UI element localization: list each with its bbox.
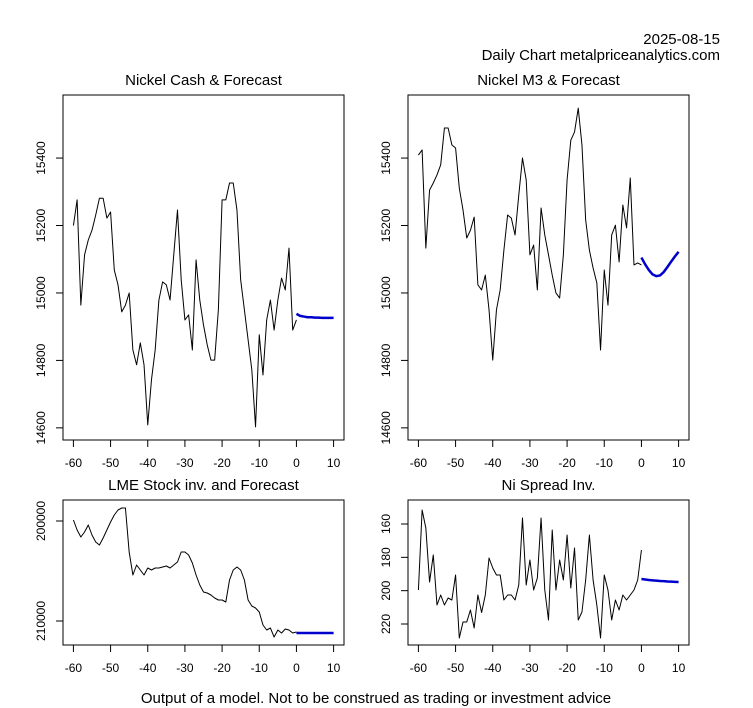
x-tick-label: -40 xyxy=(139,661,157,675)
series-line xyxy=(418,107,642,361)
x-tick-label: 10 xyxy=(327,661,341,675)
panel-title: LME Stock inv. and Forecast xyxy=(108,477,299,494)
x-tick-label: 10 xyxy=(672,661,686,675)
series-line xyxy=(641,577,679,584)
x-tick-label: -50 xyxy=(447,456,465,470)
x-tick-label: -30 xyxy=(176,456,194,470)
plot-box xyxy=(62,499,345,646)
x-tick-label: -60 xyxy=(65,456,83,470)
x-tick-label: -10 xyxy=(596,456,614,470)
x-tick-label: 0 xyxy=(293,661,300,675)
y-tick-label: 15000 xyxy=(379,276,393,310)
y-tick-label: 14600 xyxy=(379,411,393,445)
y-tick-label: 14600 xyxy=(34,411,48,445)
series-line xyxy=(417,509,642,639)
y-tick-label: 14800 xyxy=(34,343,48,377)
x-tick-label: -20 xyxy=(213,456,231,470)
x-tick-label: -10 xyxy=(251,661,269,675)
x-tick-label: -40 xyxy=(484,456,502,470)
y-tick-label: 15200 xyxy=(34,209,48,243)
y-tick-label: 15000 xyxy=(34,276,48,310)
x-tick-label: 0 xyxy=(638,661,645,675)
y-tick-label: 180 xyxy=(379,547,393,567)
x-tick-label: 0 xyxy=(293,456,300,470)
x-tick-label: -20 xyxy=(558,456,576,470)
x-tick-label: -30 xyxy=(521,456,539,470)
series-line xyxy=(72,182,297,428)
series-line xyxy=(640,251,680,278)
y-tick-label: 200 xyxy=(379,580,393,600)
y-tick-label: 220 xyxy=(379,614,393,634)
x-tick-label: -50 xyxy=(102,661,120,675)
y-tick-label: 200000 xyxy=(34,501,48,541)
x-tick-label: 10 xyxy=(672,456,686,470)
y-tick-label: 160 xyxy=(379,514,393,534)
y-tick-label: 15400 xyxy=(34,141,48,175)
panel-title: Nickel Cash & Forecast xyxy=(125,72,283,89)
y-tick-label: 14800 xyxy=(379,343,393,377)
x-tick-label: -60 xyxy=(410,456,428,470)
series-line xyxy=(295,312,334,320)
footer: Output of a model. Not to be construed a… xyxy=(141,690,611,707)
x-tick-label: -20 xyxy=(558,661,576,675)
x-tick-label: -40 xyxy=(139,456,157,470)
plot-box xyxy=(407,499,690,646)
series-line xyxy=(72,507,297,638)
x-tick-label: -10 xyxy=(596,661,614,675)
x-tick-label: -60 xyxy=(410,661,428,675)
plot-box xyxy=(407,94,690,441)
x-tick-label: -50 xyxy=(447,661,465,675)
plot-box xyxy=(62,94,345,441)
panel-title: Nickel M3 & Forecast xyxy=(477,72,620,89)
x-tick-label: -40 xyxy=(484,661,502,675)
x-tick-label: -30 xyxy=(521,661,539,675)
date: 2025-08-15 xyxy=(643,31,720,48)
y-tick-label: 15200 xyxy=(379,209,393,243)
y-tick-label: 15400 xyxy=(379,141,393,175)
x-tick-label: 10 xyxy=(327,456,341,470)
x-tick-label: -10 xyxy=(251,456,269,470)
y-tick-label: 210000 xyxy=(34,601,48,641)
source: Daily Chart metalpriceanalytics.com xyxy=(482,47,720,64)
x-tick-label: -30 xyxy=(176,661,194,675)
x-tick-label: 0 xyxy=(638,456,645,470)
panel-title: Ni Spread Inv. xyxy=(502,477,596,494)
x-tick-label: -50 xyxy=(102,456,120,470)
x-tick-label: -20 xyxy=(213,661,231,675)
x-tick-label: -60 xyxy=(65,661,83,675)
